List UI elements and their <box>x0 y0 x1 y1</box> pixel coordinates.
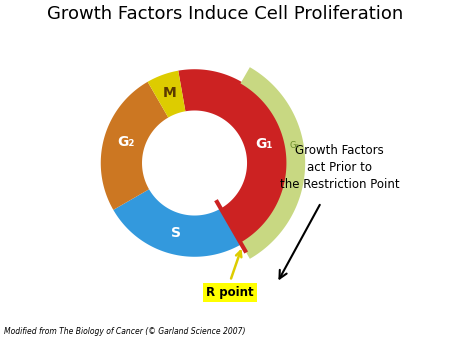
Text: G₁: G₁ <box>256 137 273 151</box>
Polygon shape <box>240 67 305 259</box>
Polygon shape <box>101 82 168 210</box>
Polygon shape <box>148 71 185 118</box>
Text: G₀: G₀ <box>289 141 299 150</box>
Text: Modified from The Biology of Cancer (© Garland Science 2007): Modified from The Biology of Cancer (© G… <box>4 327 246 336</box>
Text: S: S <box>171 226 181 240</box>
Text: M: M <box>162 87 176 100</box>
Polygon shape <box>178 69 288 244</box>
Text: G₂: G₂ <box>117 135 134 149</box>
Title: Growth Factors Induce Cell Proliferation: Growth Factors Induce Cell Proliferation <box>47 5 403 23</box>
Text: R point: R point <box>207 286 254 299</box>
Text: Growth Factors
act Prior to
the Restriction Point: Growth Factors act Prior to the Restrict… <box>280 144 400 191</box>
Polygon shape <box>113 189 241 257</box>
